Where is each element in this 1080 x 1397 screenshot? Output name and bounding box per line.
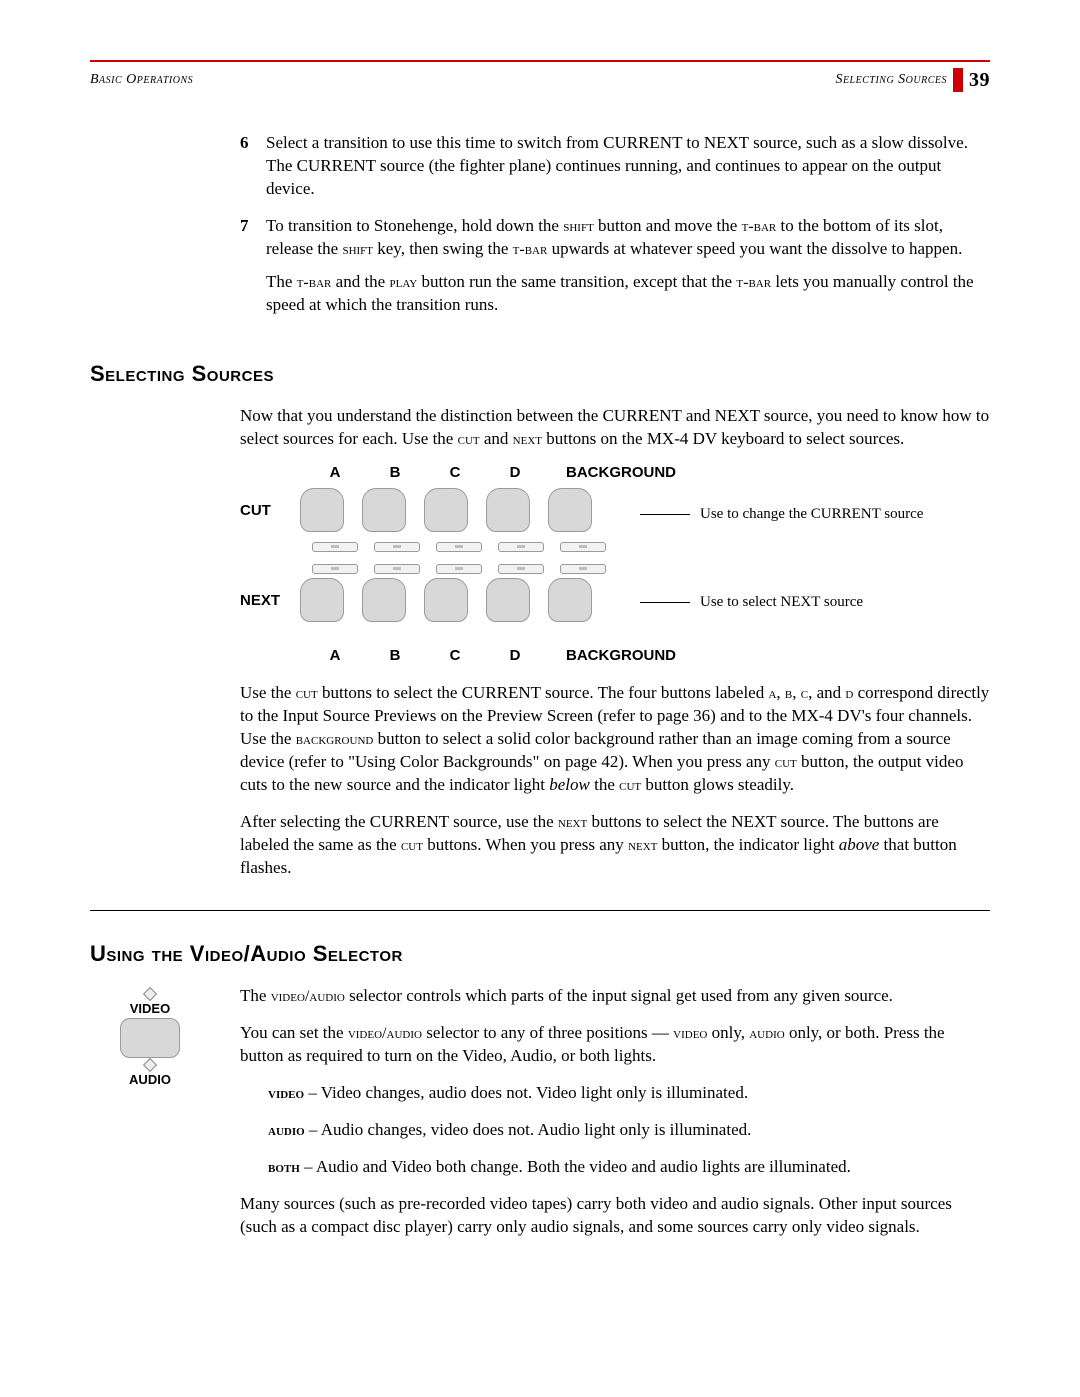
section1-para2: Use the cut buttons to select the CURREN… [240,682,990,797]
step-6: 6 Select a transition to use this time t… [240,132,990,201]
header-right: Selecting Sources 39 [835,68,990,92]
kb-button [548,578,592,622]
kb-indicator [560,564,606,574]
kb-indicator [560,542,606,552]
section2-para1: The video/audio selector controls which … [240,985,990,1008]
led-icon [143,987,157,1001]
kb-callout-cut: Use to change the CURRENT source [640,506,923,523]
kb-button [300,578,344,622]
section-rule [90,910,990,911]
section-heading-selecting-sources: Selecting Sources [90,361,990,387]
kb-indicator [312,564,358,574]
kb-indicator [498,564,544,574]
section-heading-video-audio: Using the Video/Audio Selector [90,941,990,967]
kb-callout-next: Use to select NEXT source [640,594,863,611]
kb-button [548,488,592,532]
header-right-text: Selecting Sources [835,72,947,88]
steps-block: 6 Select a transition to use this time t… [240,132,990,331]
header-left: Basic Operations [90,72,193,88]
kb-button [486,488,530,532]
step-number: 7 [240,215,266,331]
kb-indicator [374,542,420,552]
section2-body: VIDEO AUDIO The video/audio selector con… [240,985,990,1253]
step-text: Select a transition to use this time to … [266,132,990,201]
page-header: Basic Operations Selecting Sources 39 [90,68,990,92]
keyboard-diagram: A B C D BACKGROUND CUT [240,464,980,664]
video-audio-figure: VIDEO AUDIO [90,985,210,1087]
def-video: video – Video changes, audio does not. V… [268,1082,990,1105]
header-rule [90,60,990,62]
def-audio: audio – Audio changes, video does not. A… [268,1119,990,1142]
section1-para3: After selecting the CURRENT source, use … [240,811,990,880]
kb-next-row: NEXT [240,578,610,622]
figure-video-label: VIDEO [90,1001,210,1016]
step-text: To transition to Stonehenge, hold down t… [266,215,990,261]
kb-button [300,488,344,532]
kb-button [486,578,530,622]
video-audio-button-icon [120,1018,180,1058]
page: Basic Operations Selecting Sources 39 6 … [0,0,1080,1397]
section1-body: Now that you understand the distinction … [240,405,990,880]
kb-bottom-labels: A B C D BACKGROUND [322,647,676,664]
kb-indicator [436,542,482,552]
kb-button [424,488,468,532]
section2-para2: You can set the video/audio selector to … [240,1022,990,1068]
callout-line [640,514,690,515]
led-icon [143,1058,157,1072]
figure-audio-label: AUDIO [90,1072,210,1087]
kb-cut-label: CUT [240,502,300,519]
kb-button [362,578,406,622]
step-7: 7 To transition to Stonehenge, hold down… [240,215,990,331]
kb-indicator [312,542,358,552]
page-number-marker [953,68,963,92]
kb-indicator [498,542,544,552]
section1-intro: Now that you understand the distinction … [240,405,990,451]
def-both: both – Audio and Video both change. Both… [268,1156,990,1179]
kb-button [362,488,406,532]
kb-top-labels: A B C D BACKGROUND [322,464,676,481]
kb-indicator [436,564,482,574]
page-number: 39 [969,69,990,92]
section2-defs: video – Video changes, audio does not. V… [268,1082,990,1179]
kb-cut-row: CUT [240,488,610,532]
step-after-text: The t-bar and the play button run the sa… [266,271,990,317]
step-number: 6 [240,132,266,201]
kb-button [424,578,468,622]
kb-indicator [374,564,420,574]
kb-indicator-row [312,564,622,574]
kb-indicator-row [312,542,622,552]
section2-para3: Many sources (such as pre-recorded video… [240,1193,990,1239]
kb-next-label: NEXT [240,592,300,609]
callout-line [640,602,690,603]
